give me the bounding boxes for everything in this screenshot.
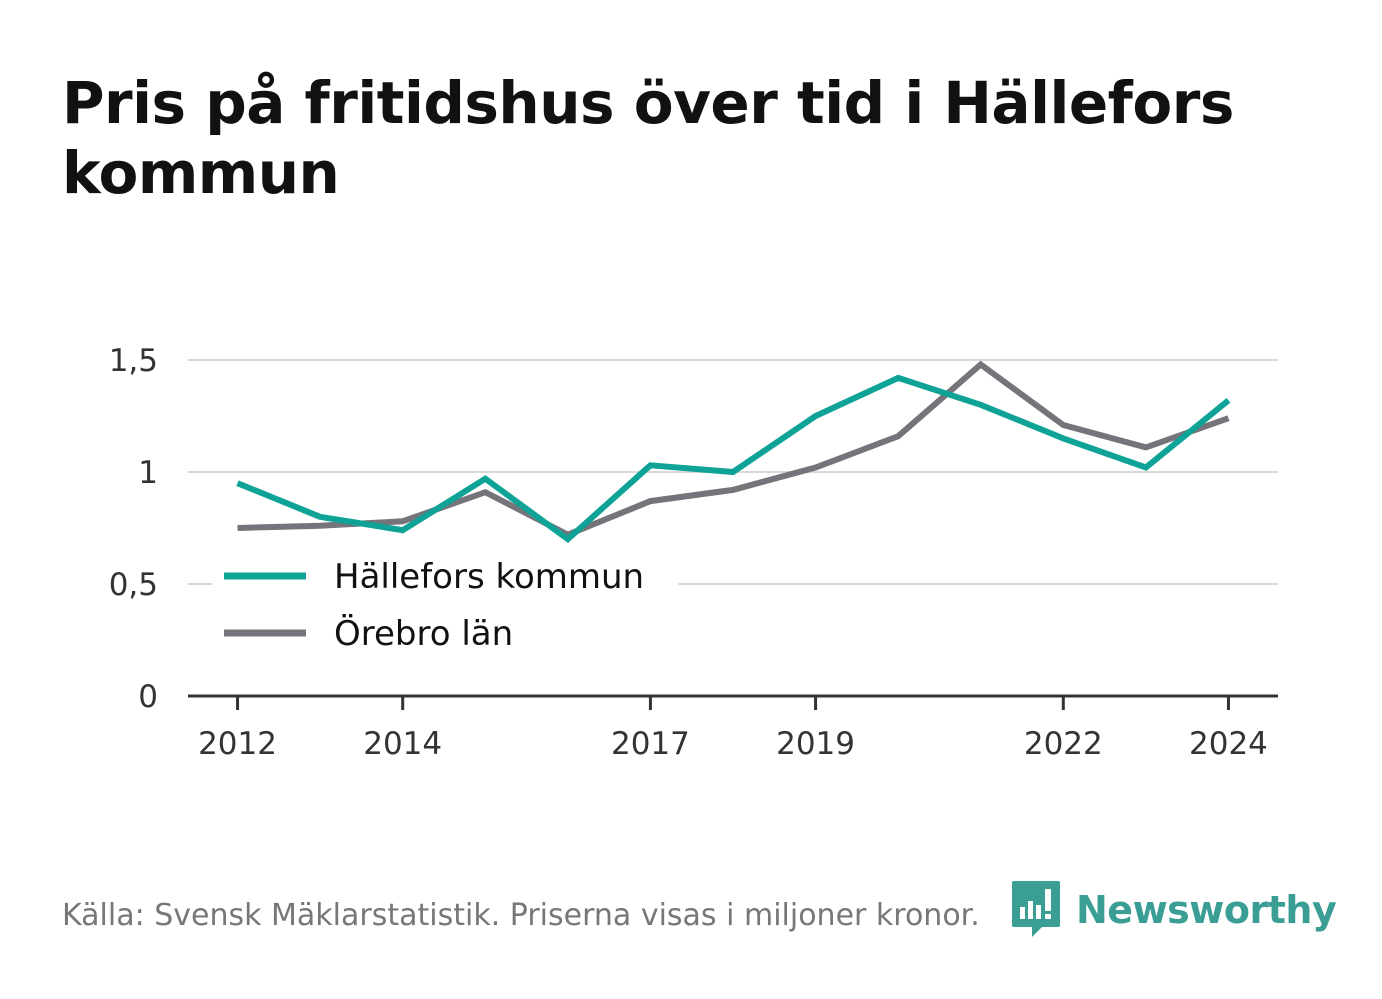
x-tick-label: 2017 (611, 726, 690, 762)
y-tick-label: 1,5 (109, 343, 158, 379)
x-tick-label: 2012 (198, 726, 277, 762)
brand-name: Newsworthy (1076, 888, 1337, 932)
series-line-hallefors (236, 374, 1231, 544)
newsworthy-logo-icon (1012, 881, 1060, 937)
x-tick-label: 2024 (1189, 726, 1268, 762)
y-tick-label: 1 (138, 455, 158, 491)
chart-title: Pris på fritidshus över tid i Hällefors … (62, 69, 1234, 207)
x-tick-label: 2014 (363, 726, 442, 762)
series-lines (236, 360, 1231, 544)
legend-label-hallefors: Hällefors kommun (334, 557, 644, 597)
legend-label-orebro: Örebro län (334, 613, 513, 654)
source-note: Källa: Svensk Mäklarstatistik. Priserna … (62, 898, 980, 933)
brand: Newsworthy (1010, 878, 1337, 942)
y-tick-label: 0 (138, 679, 158, 715)
x-axis-ticks: 2012 2014 2017 2019 2022 2024 (198, 696, 1268, 762)
y-tick-label: 0,5 (109, 567, 158, 603)
x-tick-label: 2022 (1024, 726, 1103, 762)
x-tick-label: 2019 (776, 726, 855, 762)
legend: Hällefors kommun Örebro län (212, 546, 678, 664)
line-chart: 0 0,5 1 1,5 2012 2014 2017 2019 2022 2024 Hällef… (109, 343, 1278, 762)
legend-background (212, 546, 678, 664)
series-line-orebro (237, 360, 1230, 538)
y-axis-ticks: 0 0,5 1 1,5 (109, 343, 158, 715)
